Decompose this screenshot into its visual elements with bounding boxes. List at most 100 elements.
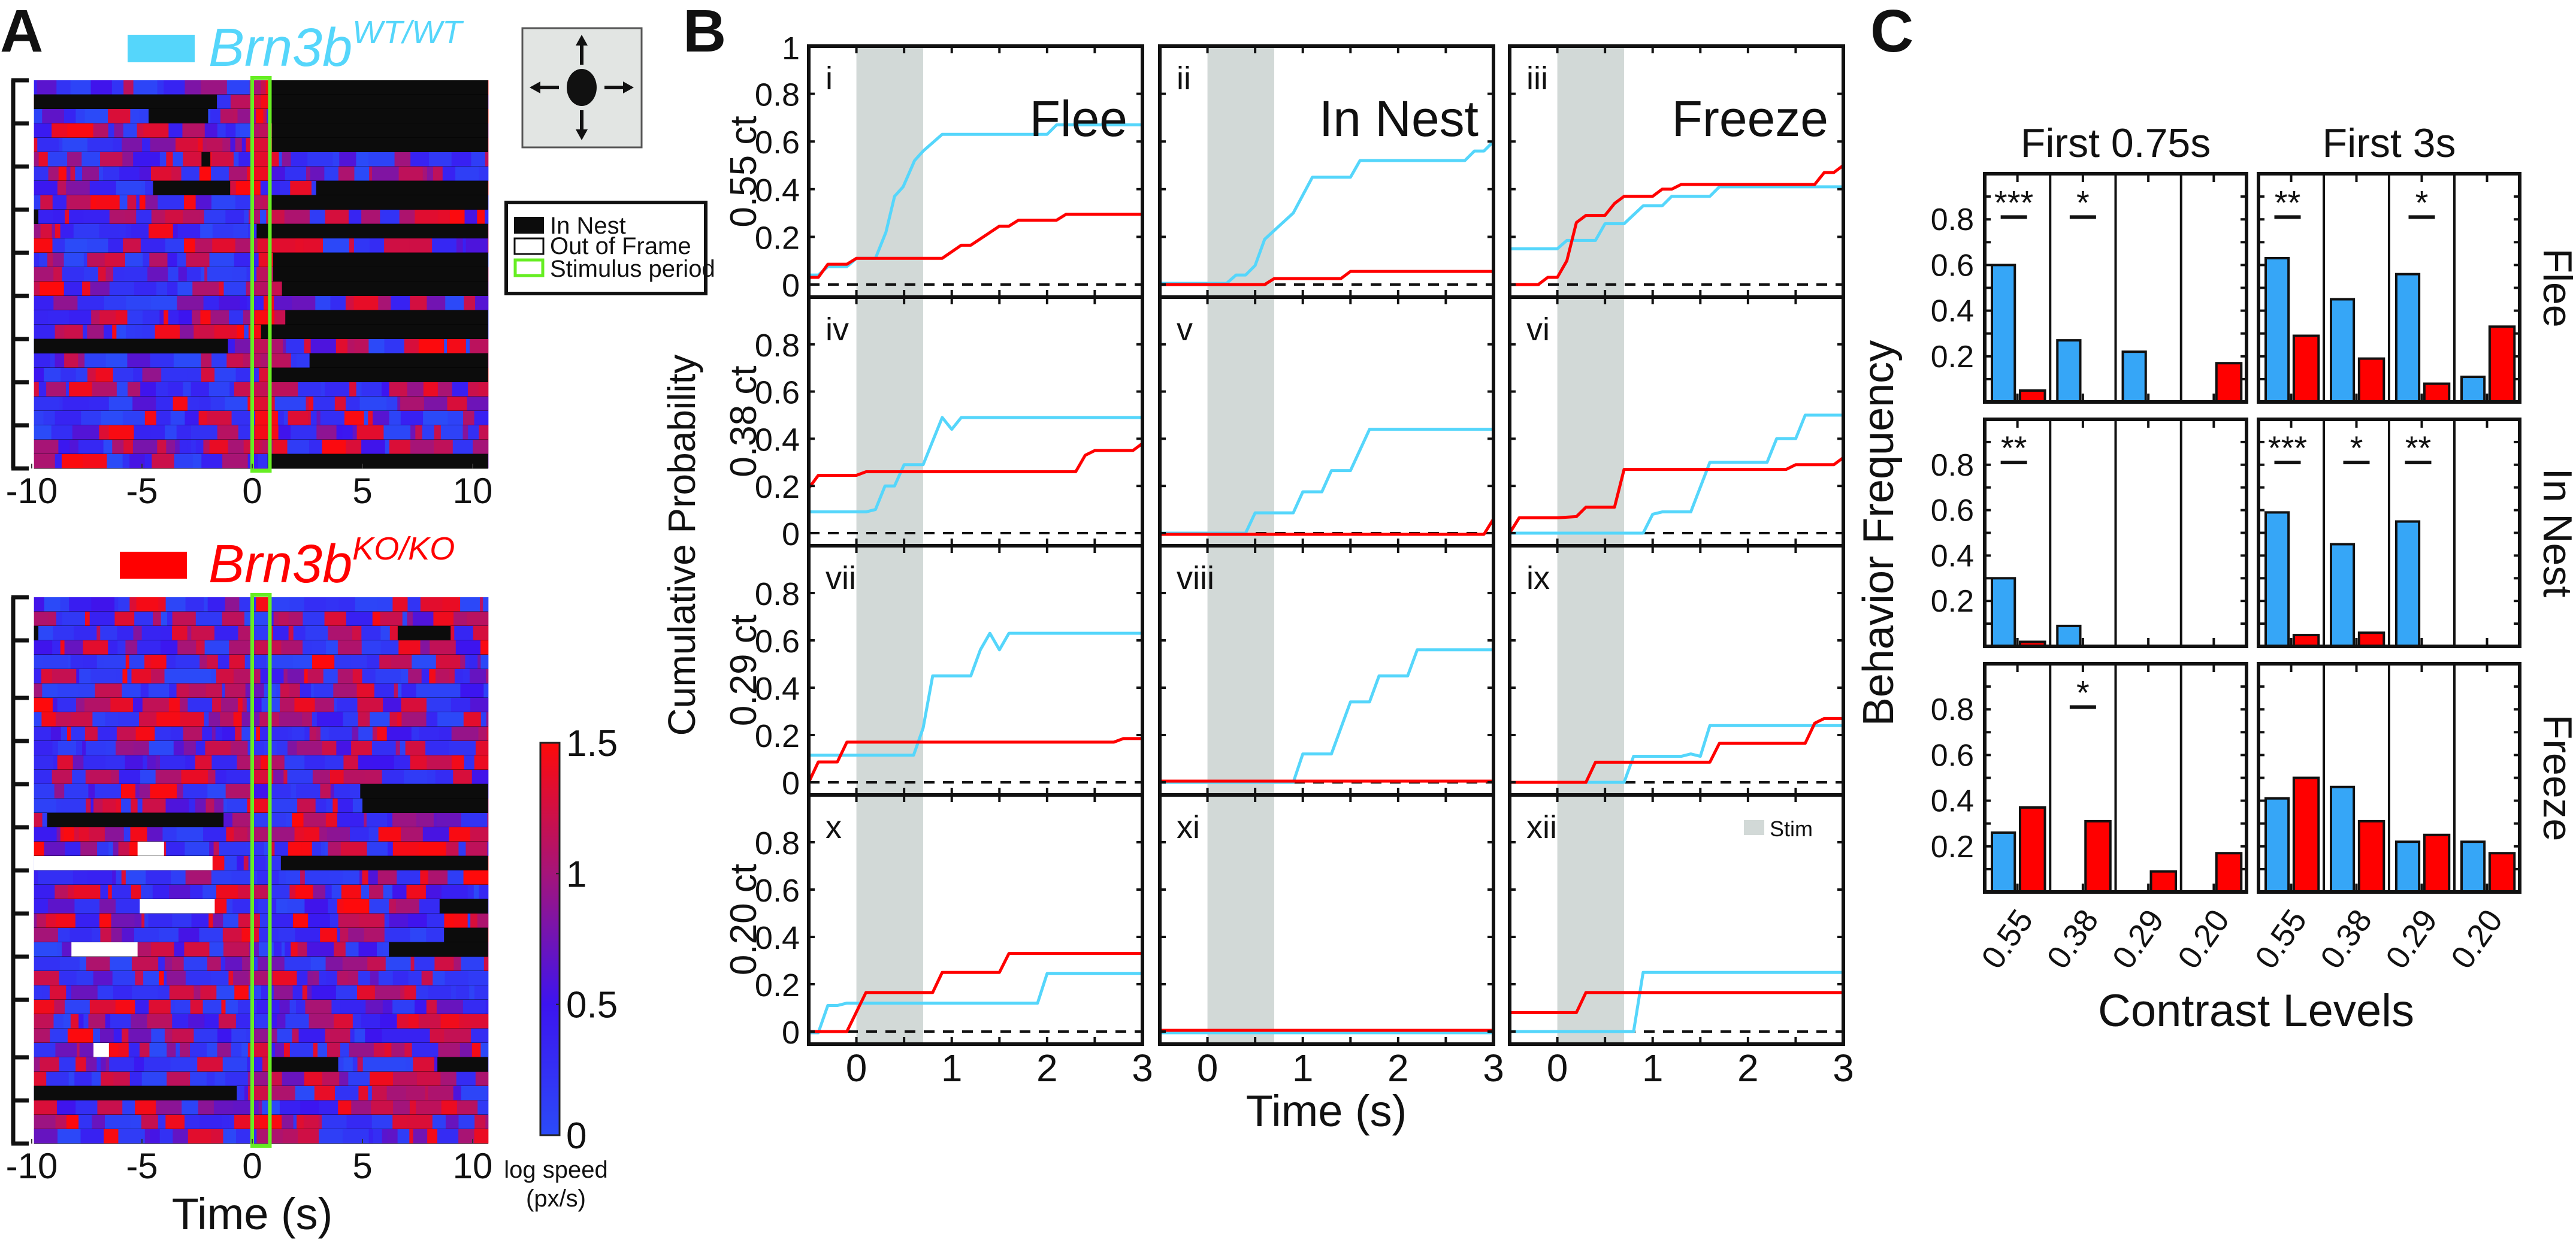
heatmap-cell xyxy=(419,899,444,914)
heatmap-cell xyxy=(123,123,138,138)
heatmap-cell xyxy=(323,669,338,684)
heatmap-cell xyxy=(441,885,468,899)
heatmap-cell xyxy=(289,1043,314,1057)
heatmap-cell xyxy=(176,655,200,669)
heatmap-cell xyxy=(168,310,179,325)
heatmap-cell xyxy=(90,80,113,95)
heatmap-cell xyxy=(356,152,369,167)
heatmap-cell xyxy=(80,842,98,856)
heatmap-cell xyxy=(452,382,468,397)
heatmap-cell xyxy=(150,353,174,368)
heatmap-cell xyxy=(432,1115,446,1129)
heatmap-cell xyxy=(83,655,98,669)
heatmap-cell xyxy=(108,425,135,440)
heatmap-cell xyxy=(453,957,462,971)
heatmap-cell xyxy=(185,1115,201,1129)
heatmap-cell xyxy=(186,253,210,267)
heatmap-cell xyxy=(34,411,44,425)
heatmap-cell xyxy=(409,238,433,253)
heatmap-cell xyxy=(52,741,59,755)
heatmap-cell xyxy=(313,971,320,985)
heatmap-cell xyxy=(185,411,199,425)
heatmap-cell xyxy=(91,597,115,612)
heatmap-cell xyxy=(226,1129,231,1144)
heatmap-cell xyxy=(479,885,489,899)
heatmap-cell xyxy=(148,914,173,928)
heatmap-cell xyxy=(304,669,309,684)
heatmap-cell xyxy=(433,813,437,827)
heatmap-cell xyxy=(174,1000,191,1014)
heatmap-cell xyxy=(132,985,159,1000)
heatmap-cell xyxy=(162,827,177,842)
heatmap-cell xyxy=(67,123,94,138)
heatmap-cell xyxy=(320,928,338,942)
heatmap-cell xyxy=(34,181,58,195)
heatmap-cell xyxy=(352,727,359,741)
heatmap-cell xyxy=(74,1072,92,1086)
heatmap-cell xyxy=(64,784,89,799)
stim-shading xyxy=(856,546,923,795)
heatmap-cell xyxy=(446,339,467,353)
heatmap-cell xyxy=(377,597,393,612)
heatmap-cell xyxy=(387,1129,398,1144)
heatmap-cell xyxy=(419,813,434,827)
heatmap-cell xyxy=(109,1057,135,1072)
heatmap-cell xyxy=(149,885,153,899)
bar-panel-freeze-0: 0.55 0.38 0.29 0.20*0.20.40.60.8 xyxy=(1931,662,2248,975)
heatmap-cell xyxy=(351,1100,371,1115)
heatmap-cell xyxy=(108,397,133,411)
heatmap-cell xyxy=(34,698,53,712)
heatmap-cell xyxy=(160,640,178,655)
heatmap-cell xyxy=(44,368,49,382)
heatmap-cell xyxy=(434,425,442,440)
in-nest-segment xyxy=(34,626,39,640)
heatmap-cell xyxy=(34,195,41,210)
heatmap-cell xyxy=(470,827,489,842)
heatmap-cell xyxy=(385,440,390,454)
heatmap-cell xyxy=(297,799,316,813)
heatmap-cell xyxy=(325,755,344,770)
ko-line xyxy=(1510,991,1843,1014)
heatmap-cell xyxy=(69,928,92,942)
heatmap-cell xyxy=(206,138,223,152)
heatmap-cell xyxy=(111,80,124,95)
heatmap-cell xyxy=(164,80,186,95)
heatmap-cell xyxy=(364,928,385,942)
cumulative-probability-y-title: Cumulative Probability xyxy=(660,355,703,736)
heatmap-cell xyxy=(408,971,422,985)
heatmap-cell xyxy=(59,397,64,411)
bar-panel-freeze-1: 0.55 0.38 0.29 0.20 xyxy=(2248,662,2521,975)
in-nest-segment xyxy=(270,368,488,382)
heatmap-cell xyxy=(34,928,59,942)
heatmap-cell xyxy=(354,339,369,353)
x-tick-label: 10 xyxy=(453,471,493,511)
heatmap-cell xyxy=(252,928,259,942)
heatmap-cell xyxy=(150,425,165,440)
heatmap-cell xyxy=(348,1072,370,1086)
heatmap-cell xyxy=(188,368,202,382)
heatmap-cell xyxy=(122,928,135,942)
heatmap-cell xyxy=(420,870,429,885)
heatmap-cell xyxy=(104,1115,131,1129)
heatmap-cell xyxy=(386,727,412,741)
heatmap-cell xyxy=(361,1014,380,1029)
heatmap-cell xyxy=(144,411,157,425)
heatmap-cell xyxy=(258,1100,262,1115)
heatmap-cell xyxy=(361,440,386,454)
heatmap-cell xyxy=(66,1115,79,1129)
heatmap-cell xyxy=(161,612,168,626)
x-tick-label: 5 xyxy=(352,1146,372,1186)
heatmap-cell xyxy=(210,669,217,684)
y-tick-label: 0.6 xyxy=(1931,494,1974,528)
in-nest-segment xyxy=(444,928,488,942)
wt-bar xyxy=(2394,273,2421,404)
heatmap-cell xyxy=(273,985,294,1000)
heatmap-cell xyxy=(82,741,86,755)
heatmap-cell xyxy=(164,310,169,325)
heatmap-cell xyxy=(34,425,52,440)
heatmap-cell xyxy=(342,1129,370,1144)
panel-frame xyxy=(807,793,1144,1046)
heatmap-cell xyxy=(219,282,225,296)
wt-line xyxy=(1160,648,1493,784)
